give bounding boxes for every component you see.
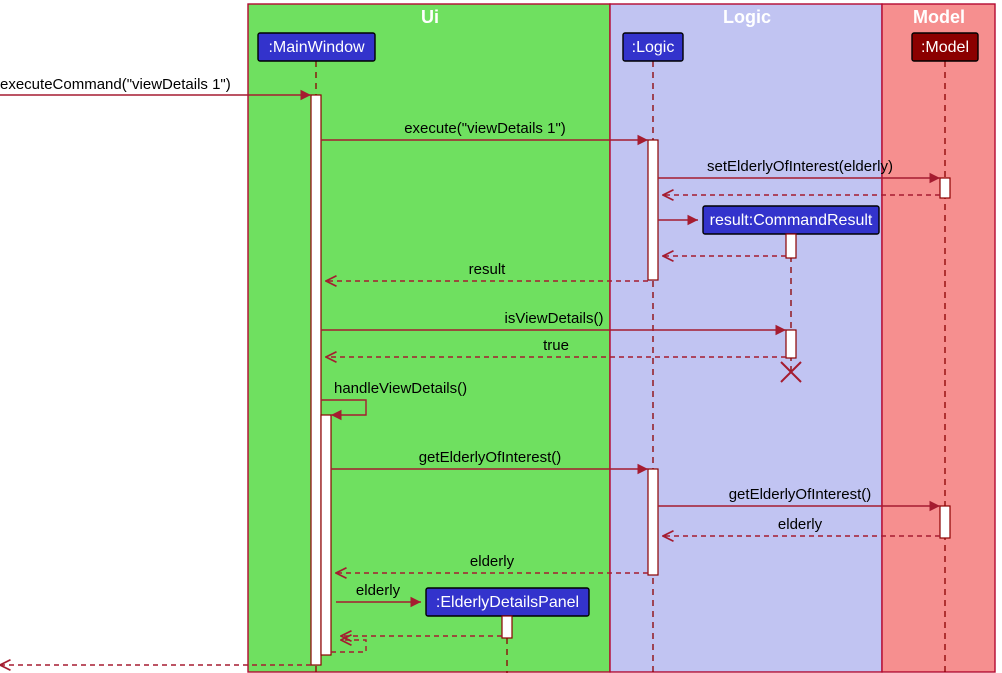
- logic-act-1: [648, 140, 658, 280]
- box-label-cmdresult: result:CommandResult: [710, 212, 873, 229]
- mainwindow-act: [311, 95, 321, 665]
- msg-label-elderly1: elderly: [778, 516, 823, 533]
- box-label-elderlypanel: :ElderlyDetailsPanel: [436, 594, 579, 611]
- box-label-mainwindow: :MainWindow: [268, 39, 364, 56]
- msg-label-execute: execute("viewDetails 1"): [404, 120, 566, 137]
- mainwindow-sub: [321, 415, 331, 655]
- msg-label-elderly2: elderly: [470, 553, 515, 570]
- lane-title-model: Model: [913, 7, 965, 27]
- lane-title-logic: Logic: [723, 7, 771, 27]
- cmdresult-act-2: [786, 330, 796, 358]
- msg-label-isViewDetails: isViewDetails(): [505, 310, 604, 327]
- msg-label-true: true: [543, 337, 569, 354]
- elderlypanel-act: [502, 616, 512, 638]
- msg-label-getElderly1: getElderlyOfInterest(): [419, 449, 562, 466]
- msg-label-getElderly2: getElderlyOfInterest(): [729, 486, 872, 503]
- msg-label-setElderly: setElderlyOfInterest(elderly): [707, 158, 893, 175]
- model-act-2: [940, 506, 950, 538]
- lane-model: [882, 4, 995, 672]
- logic-act-2: [648, 469, 658, 575]
- msg-label-result: result: [469, 261, 507, 278]
- lane-title-ui: Ui: [421, 7, 439, 27]
- model-act-1: [940, 178, 950, 198]
- cmdresult-act-1: [786, 234, 796, 258]
- msg-label-executeCommand: executeCommand("viewDetails 1"): [0, 76, 231, 93]
- box-label-model: :Model: [921, 39, 969, 56]
- box-label-logic: :Logic: [632, 39, 675, 56]
- self-label-handleViewDetails: handleViewDetails(): [334, 380, 467, 397]
- msg-label-elderly3: elderly: [356, 582, 401, 599]
